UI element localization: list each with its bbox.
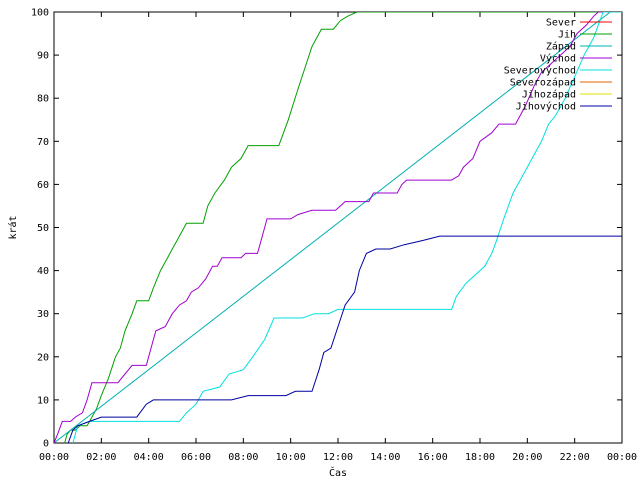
series-line-8 bbox=[67, 235, 622, 443]
legend: SeverJihZápadVýchodSeverovýchodSeverozáp… bbox=[504, 18, 612, 113]
y-tick-label: 20 bbox=[37, 352, 49, 363]
y-tick-label: 50 bbox=[37, 223, 49, 234]
axes: 0 10 20 30 40 50 60 70 80 90 100 00:00 02:00 04:00 06:… bbox=[7, 8, 637, 480]
y-axis-title: krát bbox=[7, 215, 19, 239]
y-tick-label: 70 bbox=[37, 137, 49, 148]
x-tick-label: 20:00 bbox=[512, 452, 542, 463]
legend-label: Západ bbox=[546, 41, 576, 53]
legend-label: Severovýchod bbox=[504, 65, 576, 77]
y-tick-label: 80 bbox=[37, 94, 49, 105]
y-tick-label: 30 bbox=[37, 309, 49, 320]
series-lines bbox=[54, 12, 622, 443]
x-tick-label: 18:00 bbox=[465, 452, 495, 463]
y-tick-label: 0 bbox=[43, 439, 49, 450]
series-line-3 bbox=[54, 12, 622, 443]
legend-label: Jihovýchod bbox=[516, 101, 576, 113]
legend-label: Jihozápad bbox=[522, 89, 576, 101]
x-axis-title: Čas bbox=[329, 466, 347, 479]
series-line-4 bbox=[54, 12, 622, 443]
legend-label: Severozápad bbox=[510, 77, 576, 89]
y-tick-label: 60 bbox=[37, 180, 49, 191]
series-line-5 bbox=[72, 12, 622, 443]
x-tick-label: 14:00 bbox=[370, 452, 400, 463]
legend-label: Jih bbox=[558, 30, 576, 41]
y-tick-label: 10 bbox=[37, 395, 49, 406]
x-tick-label: 04:00 bbox=[134, 452, 164, 463]
x-tick-label: 06:00 bbox=[181, 452, 211, 463]
x-tick-label: 00:00 bbox=[39, 452, 69, 463]
y-tick-label: 90 bbox=[37, 51, 49, 62]
x-tick-label: 10:00 bbox=[276, 452, 306, 463]
x-tick-label: 02:00 bbox=[86, 452, 116, 463]
x-tick-label: 08:00 bbox=[228, 452, 258, 463]
legend-label: Sever bbox=[546, 18, 576, 29]
x-tick-label: 12:00 bbox=[323, 452, 353, 463]
x-tick-label: 16:00 bbox=[418, 452, 448, 463]
legend-label: Východ bbox=[540, 53, 576, 65]
y-tick-label: 40 bbox=[37, 266, 49, 277]
x-tick-label: 00:00 bbox=[607, 452, 637, 463]
x-tick-label: 22:00 bbox=[560, 452, 590, 463]
y-tick-label: 100 bbox=[31, 8, 49, 19]
